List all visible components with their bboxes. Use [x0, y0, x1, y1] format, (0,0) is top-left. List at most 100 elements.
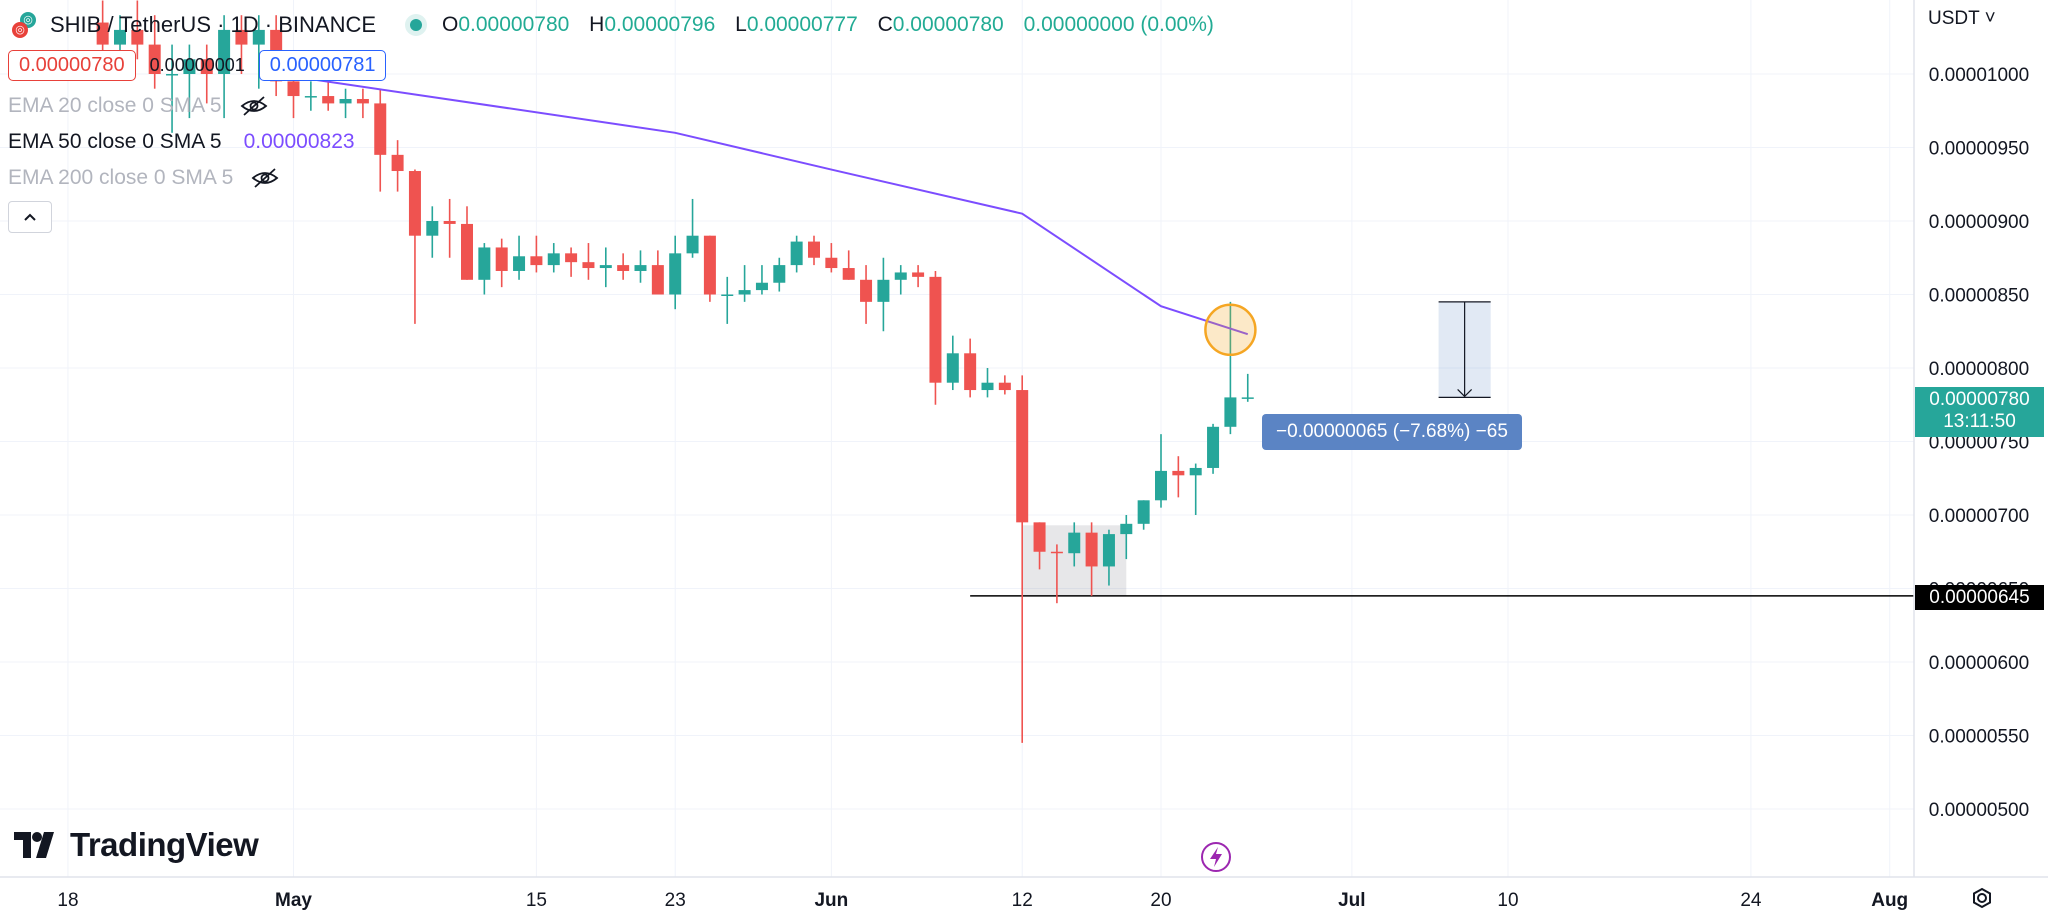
- tradingview-logo[interactable]: TradingView: [14, 826, 259, 864]
- candle-body: [582, 262, 595, 269]
- candle-body: [964, 353, 977, 391]
- candle-body: [391, 154, 404, 172]
- time-tick-label: 18: [57, 890, 78, 911]
- collapse-legend-button[interactable]: [8, 201, 52, 233]
- price-tick-label: 0.00000750: [1929, 433, 2029, 454]
- candle-body: [877, 279, 890, 302]
- candle-body: [1033, 522, 1046, 552]
- candle-body: [1137, 500, 1150, 524]
- chevron-up-icon: [24, 213, 36, 221]
- time-tick-label: 10: [1497, 890, 1518, 911]
- candle-body: [738, 290, 751, 295]
- horizontal-line-label: 0.00000645: [1915, 585, 2044, 610]
- candle-body: [565, 253, 578, 263]
- current-price-label: 0.00000780 13:11:50: [1915, 387, 2044, 437]
- chevron-down-icon: ˅: [1984, 8, 1996, 29]
- candle-body: [356, 98, 369, 104]
- candle-body: [530, 256, 543, 266]
- buy-button[interactable]: 0.00000781: [258, 50, 387, 81]
- candle-body: [287, 81, 300, 97]
- candle-body: [773, 265, 786, 283]
- circle-marker: [1204, 303, 1257, 357]
- candle-body: [634, 265, 647, 271]
- symbol-title[interactable]: SHIB / TetherUS · 1D · BINANCE: [50, 12, 377, 37]
- tether-icon: ◎: [12, 22, 28, 38]
- candle-body: [651, 265, 664, 295]
- sell-button[interactable]: 0.00000780: [8, 50, 136, 81]
- price-change: 0.00000000 (0.00%): [1023, 13, 1214, 36]
- candle-body: [894, 272, 907, 280]
- market-status-icon[interactable]: [410, 19, 423, 31]
- indicator-ema20[interactable]: EMA 20 close 0 SMA 5: [8, 94, 1214, 117]
- candle-body: [825, 257, 838, 269]
- time-tick-label: 12: [1012, 890, 1033, 911]
- candlestick-series: [96, 0, 1254, 743]
- ohlc-values: O0.00000780 H0.00000796 L0.00000777 C0.0…: [442, 13, 1214, 36]
- candle-body: [114, 29, 126, 45]
- candle-body: [1207, 426, 1220, 468]
- tv-logo-icon: [14, 832, 54, 858]
- candle-body: [599, 265, 612, 269]
- candle-body: [946, 353, 959, 383]
- candle-body: [1068, 532, 1081, 554]
- price-tick-label: 0.00000600: [1929, 653, 2029, 674]
- candle-body: [842, 268, 855, 280]
- candle-body: [808, 241, 820, 258]
- spread-value: 0.00000001: [149, 55, 245, 75]
- candle-body: [721, 294, 734, 296]
- ema50-path: [276, 73, 1249, 336]
- candle-body: [148, 44, 161, 74]
- candle-body: [252, 29, 265, 45]
- time-tick-label: Aug: [1871, 890, 1908, 911]
- candle-body: [408, 171, 421, 236]
- ema50-value: 0.00000823: [243, 130, 355, 153]
- settings-gear-icon[interactable]: [1968, 884, 1996, 912]
- chart-legend: ◎ ◎ SHIB / TetherUS · 1D · BINANCE O0.00…: [8, 10, 1214, 233]
- quote-currency-select[interactable]: USDT ˅: [1928, 8, 1996, 29]
- hidden-eye-icon[interactable]: [240, 95, 268, 117]
- candle-body: [703, 235, 716, 295]
- candle-body: [443, 221, 456, 224]
- candle-body: [166, 74, 179, 76]
- candle-body: [1102, 534, 1115, 567]
- measure-label: −0.00000065 (−7.68%) −65: [1262, 414, 1522, 450]
- drawing-tools: [1204, 301, 1491, 398]
- time-tick-label: 15: [526, 890, 547, 911]
- price-tick-label: 0.00000900: [1929, 212, 2029, 233]
- candle-body: [1050, 551, 1063, 554]
- indicator-ema200[interactable]: EMA 200 close 0 SMA 5: [8, 166, 1214, 189]
- hidden-eye-icon[interactable]: [251, 167, 279, 189]
- ema50-line: [276, 73, 1249, 336]
- time-axis: 18 May 15 23 Jun 12 20 Jul 10 24 Aug: [0, 876, 2048, 911]
- time-tick-label: May: [275, 890, 312, 911]
- time-tick-label: 24: [1740, 890, 1762, 911]
- candle-body: [1241, 397, 1254, 399]
- time-tick-label: 20: [1150, 890, 1171, 911]
- candle-body: [686, 235, 699, 254]
- candle-body: [96, 22, 109, 45]
- price-tick-label: 0.00000950: [1929, 139, 2029, 160]
- candle-body: [617, 265, 630, 271]
- candle-body: [461, 223, 473, 280]
- candle-body: [478, 247, 491, 280]
- candle-body: [218, 29, 231, 74]
- price-tick-label: 0.00001000: [1929, 65, 2029, 86]
- candle-body: [200, 59, 213, 74]
- time-tick-label: Jul: [1338, 890, 1365, 911]
- time-tick-label: Jun: [814, 890, 848, 911]
- lightning-icon[interactable]: [1200, 841, 1232, 873]
- indicator-ema50[interactable]: EMA 50 close 0 SMA 5 0.00000823: [8, 130, 355, 153]
- measure-arrow-head: [1457, 388, 1473, 398]
- symbol-icons: ◎ ◎: [8, 10, 44, 40]
- price-tick-label: 0.00000500: [1929, 800, 2029, 821]
- candle-body: [998, 382, 1011, 391]
- candle-body: [1016, 390, 1029, 523]
- candle-body: [304, 96, 317, 98]
- candle-body: [235, 29, 248, 45]
- candle-body: [755, 282, 768, 291]
- candle-body: [374, 103, 387, 155]
- candle-body: [131, 29, 144, 45]
- candle-body: [790, 241, 803, 266]
- bar-countdown: 13:11:50: [1943, 411, 2016, 432]
